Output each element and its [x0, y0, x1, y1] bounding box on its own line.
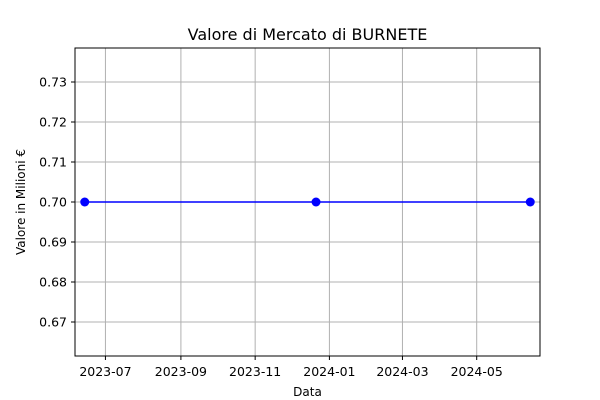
chart-title: Valore di Mercato di BURNETE: [188, 25, 428, 44]
x-axis-label: Data: [293, 385, 322, 399]
y-tick-label: 0.72: [39, 115, 67, 130]
data-point: [525, 197, 535, 207]
ticks-layer: 2023-07 2023-09 2023-11 2024-01 2024-03 2024-…: [39, 75, 503, 380]
data-point: [311, 197, 321, 207]
x-tick-label: 2023-09: [155, 364, 207, 379]
y-tick-label: 0.70: [39, 195, 67, 210]
y-tick-label: 0.67: [39, 315, 67, 330]
y-tick-label: 0.71: [39, 155, 67, 170]
x-tick-label: 2024-01: [303, 364, 355, 379]
y-tick-label: 0.69: [39, 235, 67, 250]
y-tick-label: 0.73: [39, 75, 67, 90]
x-tick-label: 2023-07: [79, 364, 131, 379]
x-tick-label: 2024-03: [376, 364, 428, 379]
series-layer: [80, 197, 535, 207]
data-point: [80, 197, 90, 207]
x-tick-label: 2023-11: [229, 364, 281, 379]
y-tick-label: 0.68: [39, 275, 67, 290]
x-tick-label: 2024-05: [451, 364, 503, 379]
y-axis-label: Valore in Milioni €: [14, 149, 28, 255]
